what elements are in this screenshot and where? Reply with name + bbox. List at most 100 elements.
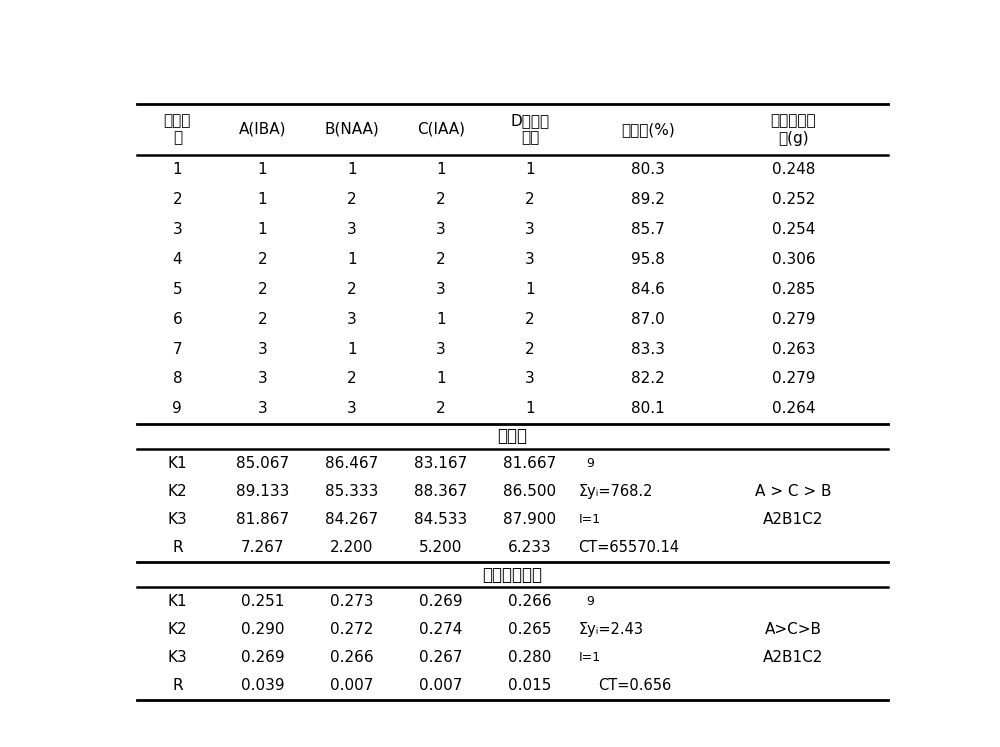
Text: A > C > B: A > C > B bbox=[755, 484, 832, 499]
Text: 0.248: 0.248 bbox=[772, 162, 815, 177]
Text: 0.274: 0.274 bbox=[419, 622, 462, 637]
Text: 0.039: 0.039 bbox=[241, 678, 284, 693]
Text: 0.279: 0.279 bbox=[772, 311, 815, 326]
Text: 0.015: 0.015 bbox=[508, 678, 552, 693]
Text: R: R bbox=[172, 540, 183, 555]
Text: 2: 2 bbox=[258, 252, 267, 267]
Text: 89.2: 89.2 bbox=[631, 192, 665, 207]
Text: 7: 7 bbox=[173, 341, 182, 356]
Text: 2: 2 bbox=[436, 401, 446, 416]
Text: 0.280: 0.280 bbox=[508, 650, 552, 665]
Text: 3: 3 bbox=[436, 222, 446, 237]
Text: K1: K1 bbox=[168, 456, 187, 471]
Text: 1: 1 bbox=[347, 341, 356, 356]
Text: 86.500: 86.500 bbox=[503, 484, 556, 499]
Text: 3: 3 bbox=[258, 371, 267, 386]
Text: D（误差
项）: D（误差 项） bbox=[510, 113, 550, 146]
Text: 6: 6 bbox=[172, 311, 182, 326]
Text: 1: 1 bbox=[347, 252, 356, 267]
Text: A(IBA): A(IBA) bbox=[239, 122, 286, 137]
Text: 8: 8 bbox=[173, 371, 182, 386]
Text: 平均单株鲜
重(g): 平均单株鲜 重(g) bbox=[771, 113, 816, 146]
Text: 2.200: 2.200 bbox=[330, 540, 373, 555]
Text: 0.263: 0.263 bbox=[772, 341, 815, 356]
Text: CT=65570.14: CT=65570.14 bbox=[578, 540, 680, 555]
Text: 0.252: 0.252 bbox=[772, 192, 815, 207]
Text: 0.279: 0.279 bbox=[772, 371, 815, 386]
Text: 83.167: 83.167 bbox=[414, 456, 467, 471]
Text: 3: 3 bbox=[525, 371, 535, 386]
Text: 1: 1 bbox=[258, 192, 267, 207]
Text: 3: 3 bbox=[258, 401, 267, 416]
Text: 3: 3 bbox=[436, 282, 446, 297]
Text: 7.267: 7.267 bbox=[241, 540, 284, 555]
Text: R: R bbox=[172, 678, 183, 693]
Text: 82.2: 82.2 bbox=[631, 371, 665, 386]
Text: K2: K2 bbox=[168, 484, 187, 499]
Text: CT=0.656: CT=0.656 bbox=[598, 678, 671, 693]
Text: 85.7: 85.7 bbox=[631, 222, 665, 237]
Text: 81.667: 81.667 bbox=[503, 456, 557, 471]
Text: 84.6: 84.6 bbox=[631, 282, 665, 297]
Text: 9: 9 bbox=[586, 595, 594, 608]
Text: 1: 1 bbox=[525, 282, 535, 297]
Text: 84.533: 84.533 bbox=[414, 512, 467, 527]
Text: 2: 2 bbox=[258, 282, 267, 297]
Text: 83.3: 83.3 bbox=[631, 341, 665, 356]
Text: 2: 2 bbox=[347, 371, 356, 386]
Text: 0.269: 0.269 bbox=[241, 650, 284, 665]
Text: 5: 5 bbox=[173, 282, 182, 297]
Text: K3: K3 bbox=[167, 512, 187, 527]
Text: 3: 3 bbox=[172, 222, 182, 237]
Text: 0.290: 0.290 bbox=[241, 622, 284, 637]
Text: 0.267: 0.267 bbox=[419, 650, 463, 665]
Text: 0.007: 0.007 bbox=[330, 678, 373, 693]
Text: 1: 1 bbox=[525, 401, 535, 416]
Text: 0.272: 0.272 bbox=[330, 622, 373, 637]
Text: 4: 4 bbox=[173, 252, 182, 267]
Text: 0.266: 0.266 bbox=[330, 650, 374, 665]
Text: Σyᵢ=768.2: Σyᵢ=768.2 bbox=[578, 484, 653, 499]
Text: 3: 3 bbox=[347, 401, 357, 416]
Text: 3: 3 bbox=[525, 222, 535, 237]
Text: 85.067: 85.067 bbox=[236, 456, 289, 471]
Text: 0.266: 0.266 bbox=[508, 594, 552, 609]
Text: 0.306: 0.306 bbox=[772, 252, 815, 267]
Text: 3: 3 bbox=[347, 222, 357, 237]
Text: 3: 3 bbox=[525, 252, 535, 267]
Text: A2B1C2: A2B1C2 bbox=[763, 512, 824, 527]
Text: 81.867: 81.867 bbox=[236, 512, 289, 527]
Text: 80.1: 80.1 bbox=[631, 401, 665, 416]
Text: 0.254: 0.254 bbox=[772, 222, 815, 237]
Text: 平均单株鲜重: 平均单株鲜重 bbox=[482, 565, 542, 583]
Text: 1: 1 bbox=[436, 371, 446, 386]
Text: 1: 1 bbox=[436, 162, 446, 177]
Text: A>C>B: A>C>B bbox=[765, 622, 822, 637]
Text: I=1: I=1 bbox=[578, 513, 600, 526]
Text: 3: 3 bbox=[347, 311, 357, 326]
Text: K3: K3 bbox=[167, 650, 187, 665]
Text: 87.900: 87.900 bbox=[503, 512, 556, 527]
Text: 9: 9 bbox=[172, 401, 182, 416]
Text: 0.273: 0.273 bbox=[330, 594, 373, 609]
Text: 1: 1 bbox=[258, 222, 267, 237]
Text: 0.007: 0.007 bbox=[419, 678, 462, 693]
Text: 6.233: 6.233 bbox=[508, 540, 552, 555]
Text: 3: 3 bbox=[258, 341, 267, 356]
Text: 88.367: 88.367 bbox=[414, 484, 467, 499]
Text: C(IAA): C(IAA) bbox=[417, 122, 465, 137]
Text: 0.265: 0.265 bbox=[508, 622, 552, 637]
Text: K1: K1 bbox=[168, 594, 187, 609]
Text: 3: 3 bbox=[436, 341, 446, 356]
Text: 5.200: 5.200 bbox=[419, 540, 462, 555]
Text: 89.133: 89.133 bbox=[236, 484, 289, 499]
Text: 2: 2 bbox=[525, 311, 535, 326]
Text: 1: 1 bbox=[258, 162, 267, 177]
Text: 生根率(%): 生根率(%) bbox=[621, 122, 675, 137]
Text: 86.467: 86.467 bbox=[325, 456, 378, 471]
Text: 1: 1 bbox=[347, 162, 356, 177]
Text: 0.251: 0.251 bbox=[241, 594, 284, 609]
Text: 2: 2 bbox=[436, 252, 446, 267]
Text: 1: 1 bbox=[173, 162, 182, 177]
Text: 2: 2 bbox=[258, 311, 267, 326]
